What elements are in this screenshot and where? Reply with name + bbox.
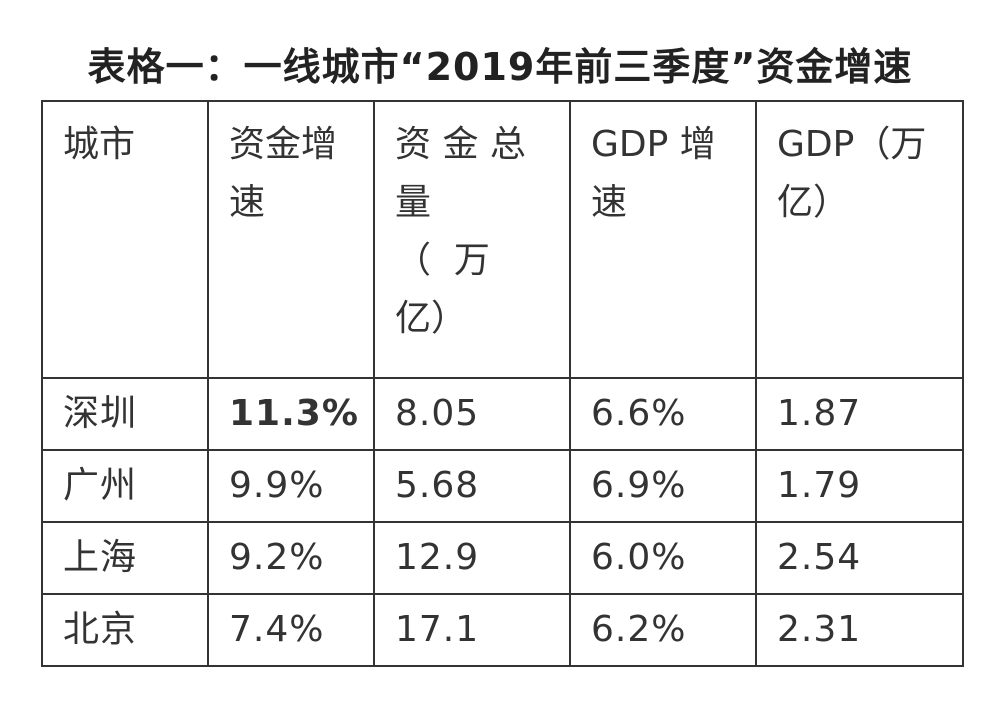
- header-cell-gdp: GDP（万 亿）: [755, 100, 964, 379]
- header-line: GDP（万: [777, 124, 927, 165]
- cell-gdp: 2.54: [755, 521, 964, 595]
- header-cell-gdp-growth: GDP 增 速: [569, 100, 757, 379]
- cell-gdp-growth: 6.6%: [569, 377, 757, 451]
- table-row: 深圳 11.3% 8.05 6.6% 1.87: [41, 377, 964, 451]
- header-line: 城市: [63, 124, 136, 165]
- header-line: 资 金 总: [395, 124, 526, 165]
- header-line: 亿）: [777, 182, 850, 223]
- cell-city: 北京: [41, 593, 209, 667]
- cell-fund-total: 17.1: [373, 593, 571, 667]
- page-title: 表格一：一线城市“2019年前三季度”资金增速: [87, 45, 913, 89]
- header-line: 亿）: [395, 298, 468, 339]
- header-line: 资金增: [229, 124, 338, 165]
- cell-fund-growth: 11.3%: [207, 377, 375, 451]
- cell-fund-total: 12.9: [373, 521, 571, 595]
- table-row: 北京 7.4% 17.1 6.2% 2.31: [41, 593, 964, 667]
- header-row: 城市 资金增 速 资 金 总 量 （ 万 亿） GDP 增 速 GDP（万 亿）: [41, 100, 964, 379]
- header-line: 速: [591, 182, 628, 223]
- header-cell-fund-total: 资 金 总 量 （ 万 亿）: [373, 100, 571, 379]
- cell-gdp: 2.31: [755, 593, 964, 667]
- table-row: 上海 9.2% 12.9 6.0% 2.54: [41, 521, 964, 595]
- table-row: 广州 9.9% 5.68 6.9% 1.79: [41, 449, 964, 523]
- header-cell-city: 城市: [41, 100, 209, 379]
- header-line: 速: [229, 182, 266, 223]
- cell-fund-total: 8.05: [373, 377, 571, 451]
- header-line: （ 万: [395, 240, 490, 281]
- data-table: 城市 资金增 速 资 金 总 量 （ 万 亿） GDP 增 速 GDP（万 亿）: [41, 100, 964, 667]
- cell-fund-growth: 9.2%: [207, 521, 375, 595]
- cell-gdp-growth: 6.9%: [569, 449, 757, 523]
- cell-gdp: 1.79: [755, 449, 964, 523]
- header-cell-fund-growth: 资金增 速: [207, 100, 375, 379]
- cell-gdp: 1.87: [755, 377, 964, 451]
- cell-fund-growth: 9.9%: [207, 449, 375, 523]
- cell-city: 深圳: [41, 377, 209, 451]
- header-line: 量: [395, 182, 432, 223]
- header-line: GDP 增: [591, 124, 716, 165]
- cell-fund-growth: 7.4%: [207, 593, 375, 667]
- cell-city: 上海: [41, 521, 209, 595]
- cell-city: 广州: [41, 449, 209, 523]
- cell-gdp-growth: 6.2%: [569, 593, 757, 667]
- cell-gdp-growth: 6.0%: [569, 521, 757, 595]
- cell-fund-total: 5.68: [373, 449, 571, 523]
